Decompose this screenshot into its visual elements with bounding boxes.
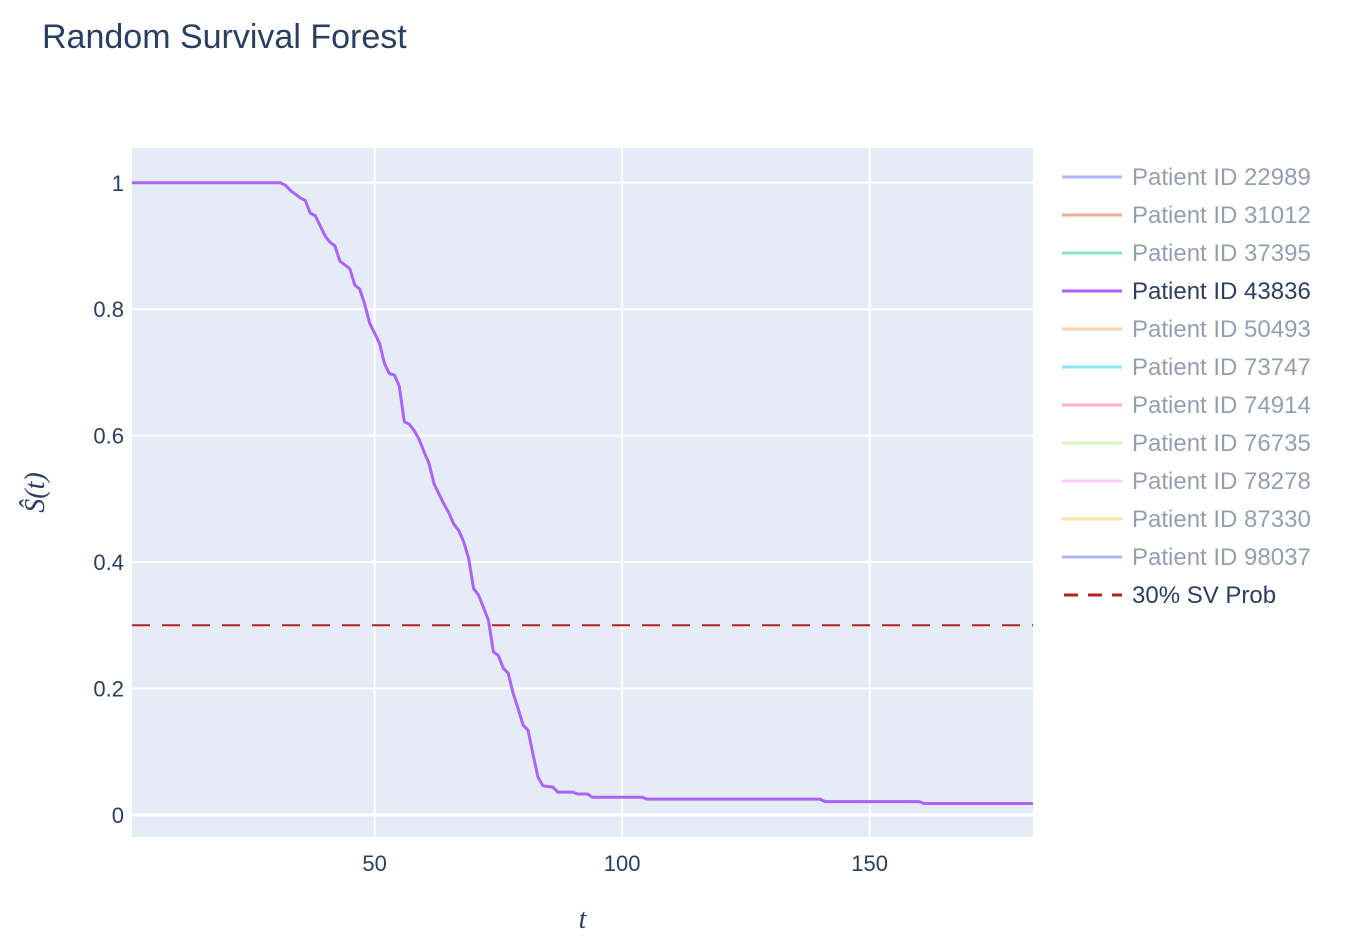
series-layer <box>132 181 1033 805</box>
legend-label: Patient ID 76735 <box>1132 430 1311 457</box>
y-tick-label: 0 <box>112 803 124 828</box>
x-axis-label: t <box>579 904 588 935</box>
legend-label: Patient ID 98037 <box>1132 544 1311 571</box>
legend-item[interactable]: Patient ID 76735 <box>1062 430 1311 457</box>
y-axis-label: Ŝ(t) <box>20 472 51 512</box>
x-tick-label: 100 <box>604 851 641 876</box>
legend-item[interactable]: Patient ID 73747 <box>1062 354 1311 381</box>
legend-item[interactable]: Patient ID 74914 <box>1062 392 1311 419</box>
legend-label: 30% SV Prob <box>1132 582 1276 609</box>
chart-title: Random Survival Forest <box>42 18 407 56</box>
legend-label: Patient ID 78278 <box>1132 468 1311 495</box>
legend: Patient ID 22989 Patient ID 31012 Patient … <box>1062 164 1311 609</box>
series-line <box>132 181 1033 805</box>
x-tick-label: 50 <box>362 851 386 876</box>
legend-item[interactable]: Patient ID 43836 <box>1062 278 1311 305</box>
legend-label: Patient ID 22989 <box>1132 164 1311 191</box>
legend-label: Patient ID 43836 <box>1132 278 1311 305</box>
y-tick-label: 0.8 <box>93 297 124 322</box>
legend-item[interactable]: Patient ID 37395 <box>1062 240 1311 267</box>
tick-labels: 50 100 150 0 0.2 0.4 0.6 0.8 1 <box>93 171 888 876</box>
grid <box>132 148 1033 837</box>
y-tick-label: 0.2 <box>93 676 124 701</box>
legend-item[interactable]: Patient ID 78278 <box>1062 468 1311 495</box>
plot-area[interactable] <box>132 148 1033 837</box>
legend-label: Patient ID 73747 <box>1132 354 1311 381</box>
x-tick-label: 150 <box>851 851 888 876</box>
legend-item[interactable]: Patient ID 87330 <box>1062 506 1311 533</box>
legend-item[interactable]: Patient ID 22989 <box>1062 164 1311 191</box>
legend-label: Patient ID 50493 <box>1132 316 1311 343</box>
legend-item[interactable]: 30% SV Prob <box>1064 582 1276 609</box>
y-tick-label: 0.6 <box>93 424 124 449</box>
legend-item[interactable]: Patient ID 31012 <box>1062 202 1311 229</box>
legend-label: Patient ID 87330 <box>1132 506 1311 533</box>
legend-item[interactable]: Patient ID 50493 <box>1062 316 1311 343</box>
legend-label: Patient ID 74914 <box>1132 392 1311 419</box>
y-tick-label: 1 <box>112 171 124 196</box>
y-tick-label: 0.4 <box>93 550 124 575</box>
legend-label: Patient ID 37395 <box>1132 240 1311 267</box>
legend-label: Patient ID 31012 <box>1132 202 1311 229</box>
legend-item[interactable]: Patient ID 98037 <box>1062 544 1311 571</box>
